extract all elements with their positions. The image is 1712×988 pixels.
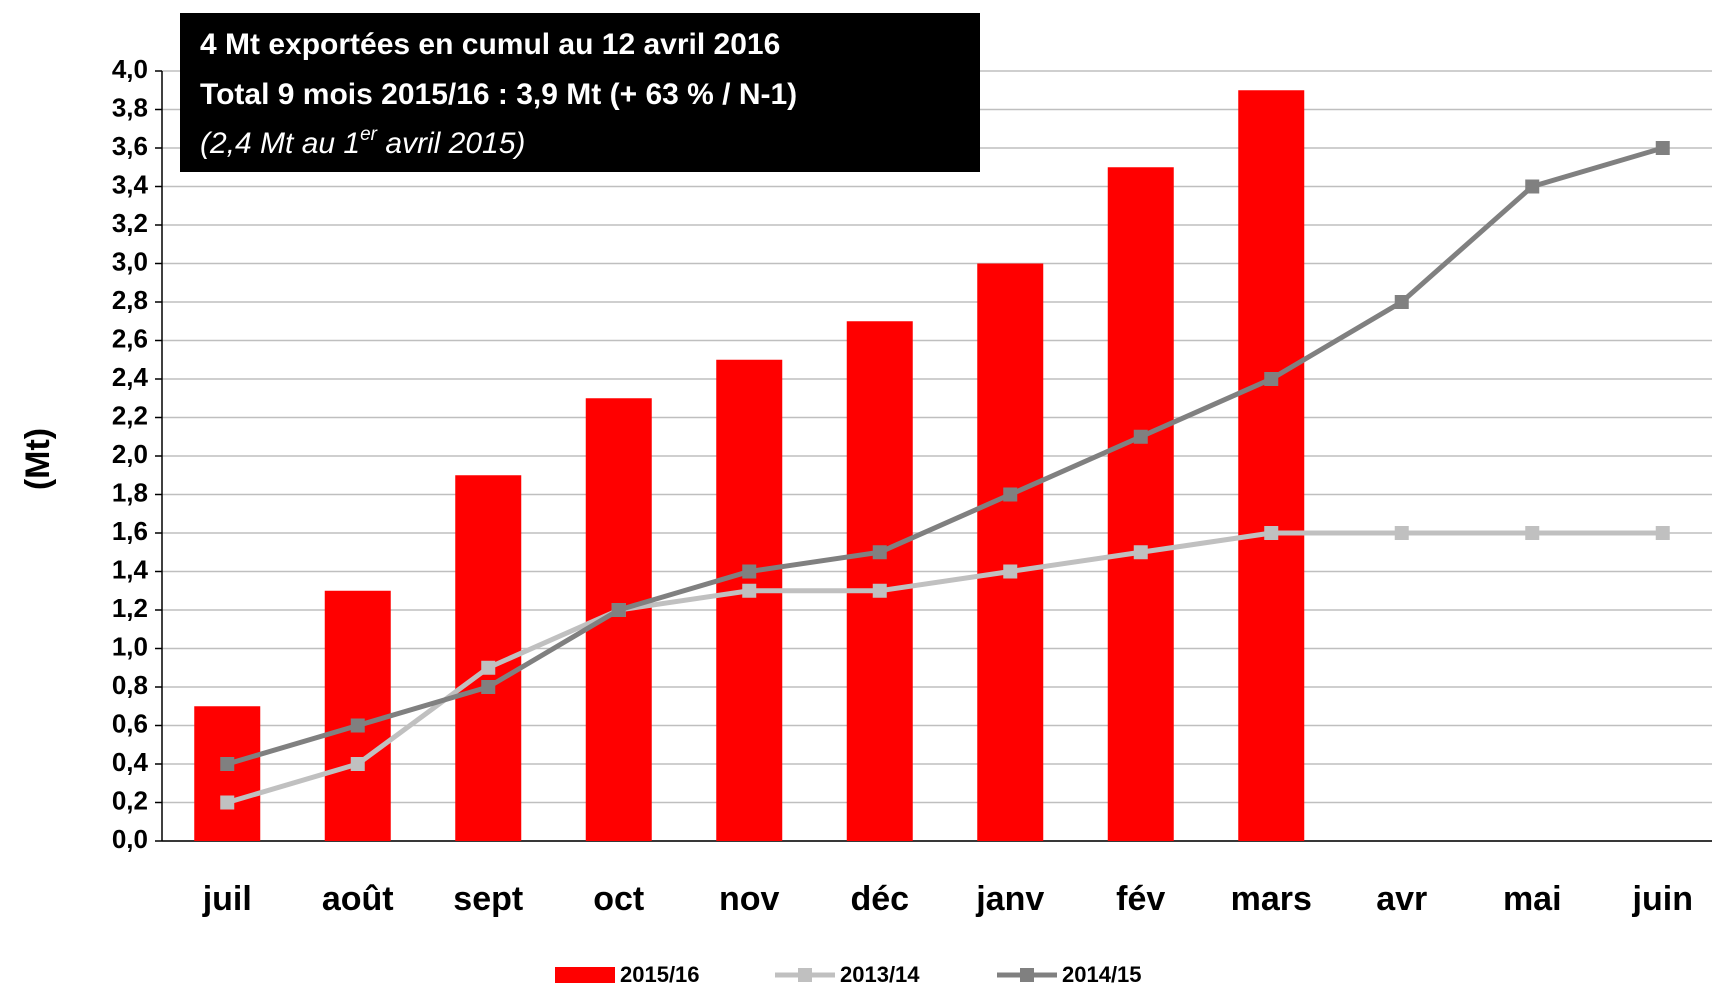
legend-swatch [555,967,615,983]
point [1655,141,1670,155]
legend-label: 2015/16 [620,962,700,987]
note-text: avril 2015) [377,127,525,160]
x-tick-label: janv [975,880,1044,918]
point [1655,526,1670,540]
y-tick-label: 2,0 [112,439,148,469]
x-tick-label: juil [202,880,252,918]
point [1264,372,1279,386]
x-tick-label: août [322,880,394,918]
y-tick-label: 0,0 [112,824,148,854]
y-tick-label: 1,8 [112,477,148,507]
y-tick-label: 0,2 [112,785,148,815]
point [1133,429,1148,444]
point [1394,526,1409,540]
y-tick-label: 4,0 [112,54,148,84]
point [1525,526,1540,540]
point [350,757,365,771]
y-tick-label: 0,4 [112,747,149,777]
point [350,718,365,733]
point [872,583,887,598]
y-tick-label: 1,2 [112,593,148,623]
point [742,564,757,579]
y-tick-label: 2,4 [112,362,149,392]
bar [194,706,261,841]
x-tick-label: nov [719,880,780,918]
annotation-line: Total 9 mois 2015/16 : 3,9 Mt (+ 63 % / … [200,78,797,111]
annotation-line: 4 Mt exportées en cumul au 12 avril 2016 [200,28,780,61]
note-sup: er [360,124,378,145]
x-tick-label: juin [1632,880,1693,918]
line [226,145,1664,767]
point [481,660,496,675]
x-tick-label: mars [1231,880,1312,918]
point [872,545,887,560]
y-tick-label: 1,4 [112,554,149,584]
legend-label: 2014/15 [1062,962,1142,987]
bar [846,321,913,841]
legend-label: 2013/14 [840,962,920,987]
y-tick-label: 1,6 [112,516,148,546]
y-tick-label: 1,0 [112,631,148,661]
legend-swatch [798,968,812,982]
y-tick-label: 3,8 [112,92,148,122]
line [226,530,1663,805]
grid [155,70,1712,842]
y-tick-label: 0,8 [112,670,148,700]
x-tick-label: oct [593,880,644,918]
point [1394,295,1409,309]
y-tick-label: 3,4 [112,169,149,199]
bar [977,263,1044,841]
x-tick-label: avr [1376,880,1427,918]
note-text: (2,4 Mt au 1 [200,127,360,160]
point [1003,564,1018,579]
y-tick-label: 3,6 [112,131,148,161]
bar [1238,90,1305,841]
point [1003,487,1018,502]
point [1525,179,1540,194]
y-tick-label: 2,6 [112,323,148,353]
point [220,757,235,771]
y-axis-label: (Mt) [19,428,57,490]
x-tick-label: mai [1503,880,1562,918]
bar [324,590,391,841]
point [1264,526,1279,540]
marks [194,90,1670,841]
point [742,583,757,598]
y-tick-label: 3,0 [112,246,148,276]
annotation-box [180,13,980,172]
y-tick-label: 3,2 [112,208,148,238]
x-tick-label: sept [453,880,523,918]
bar [716,359,783,841]
y-tick-label: 0,6 [112,708,148,738]
point [1133,545,1148,560]
legend-swatch [1020,968,1034,982]
bar [1107,167,1174,841]
point [481,680,496,694]
annotation-note: (2,4 Mt au 1er avril 2015) [200,124,525,160]
x-tick-label: déc [850,880,909,918]
y-tick-label: 2,8 [112,285,148,315]
x-tick-label: fév [1116,880,1165,918]
point [611,603,626,617]
y-tick-label: 2,2 [112,400,148,430]
point [220,795,235,810]
